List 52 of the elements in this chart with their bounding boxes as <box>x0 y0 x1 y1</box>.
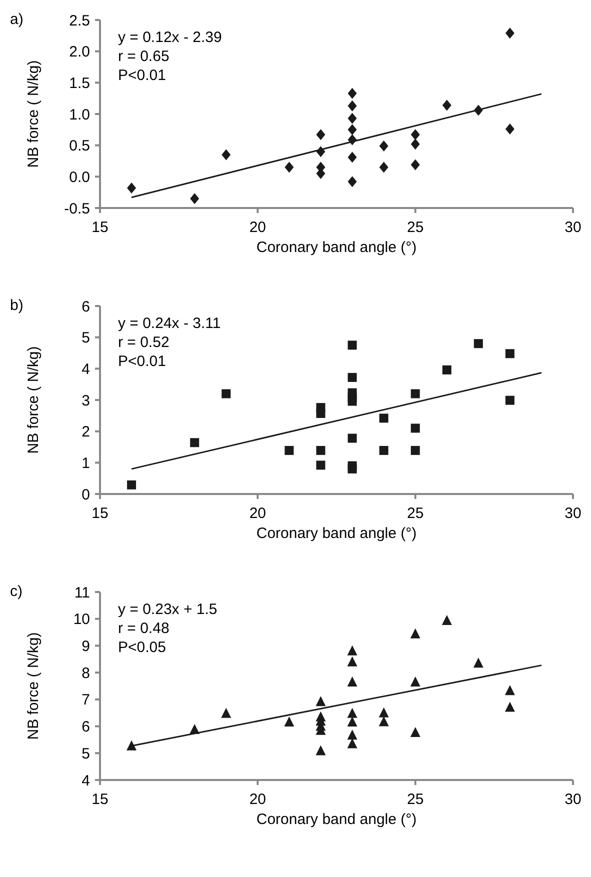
annotation: y = 0.23x + 1.5 <box>118 601 218 618</box>
y-tick-label: 5 <box>82 745 90 762</box>
y-axis-title: NB force ( N/kg) <box>25 60 42 168</box>
y-tick-label: 0 <box>82 486 90 504</box>
x-tick-label: 15 <box>92 505 108 522</box>
y-tick-label: 5 <box>82 330 90 347</box>
annotation: P<0.01 <box>118 353 166 370</box>
x-tick-label: 20 <box>249 219 266 236</box>
x-tick-label: 25 <box>406 791 424 808</box>
x-tick-label: 30 <box>564 505 582 522</box>
chart-title: c) <box>10 583 22 600</box>
y-tick-label: 2.5 <box>69 12 90 30</box>
y-tick-label: 3 <box>82 392 90 410</box>
y-tick-label: 7 <box>82 692 90 709</box>
annotation: P<0.01 <box>118 67 166 84</box>
y-tick-label: 6 <box>82 298 90 316</box>
chart-title: b) <box>10 297 24 314</box>
y-tick-label: 2 <box>82 424 90 441</box>
annotation: r = 0.65 <box>118 48 170 65</box>
annotation: y = 0.12x - 2.39 <box>118 29 222 46</box>
x-tick-label: 15 <box>92 791 108 808</box>
x-tick-label: 30 <box>564 791 582 808</box>
x-tick-label: 20 <box>249 505 266 522</box>
y-tick-label: 4 <box>82 772 90 790</box>
annotation: r = 0.52 <box>118 334 170 351</box>
y-tick-label: -0.5 <box>64 200 90 218</box>
y-tick-label: 0.5 <box>69 138 90 155</box>
y-tick-label: 6 <box>82 718 90 736</box>
y-tick-label: 2.0 <box>69 44 90 61</box>
y-tick-label: 1.5 <box>69 74 90 92</box>
x-axis-title: Coronary band angle (°) <box>256 239 417 256</box>
chart-title: a) <box>10 11 24 28</box>
y-tick-label: 8 <box>82 664 90 682</box>
y-tick-label: 10 <box>73 611 90 628</box>
x-tick-label: 25 <box>406 505 424 522</box>
x-tick-label: 25 <box>406 219 424 236</box>
y-tick-label: 9 <box>82 638 90 655</box>
x-tick-label: 15 <box>92 219 108 236</box>
x-tick-label: 30 <box>564 219 582 236</box>
y-tick-label: 1 <box>82 454 90 472</box>
x-axis-title: Coronary band angle (°) <box>256 525 417 542</box>
x-axis-title: Coronary band angle (°) <box>256 811 417 828</box>
y-tick-label: 4 <box>82 360 90 378</box>
annotation: P<0.05 <box>118 639 166 656</box>
y-tick-label: 11 <box>74 584 90 602</box>
annotation: r = 0.48 <box>118 620 170 637</box>
y-axis-title: NB force ( N/kg) <box>25 346 42 454</box>
x-tick-label: 20 <box>249 791 266 808</box>
y-tick-label: 0.0 <box>69 168 90 186</box>
y-axis-title: NB force ( N/kg) <box>25 632 42 740</box>
annotation: y = 0.24x - 3.11 <box>118 315 221 332</box>
y-tick-label: 1.0 <box>69 106 90 124</box>
